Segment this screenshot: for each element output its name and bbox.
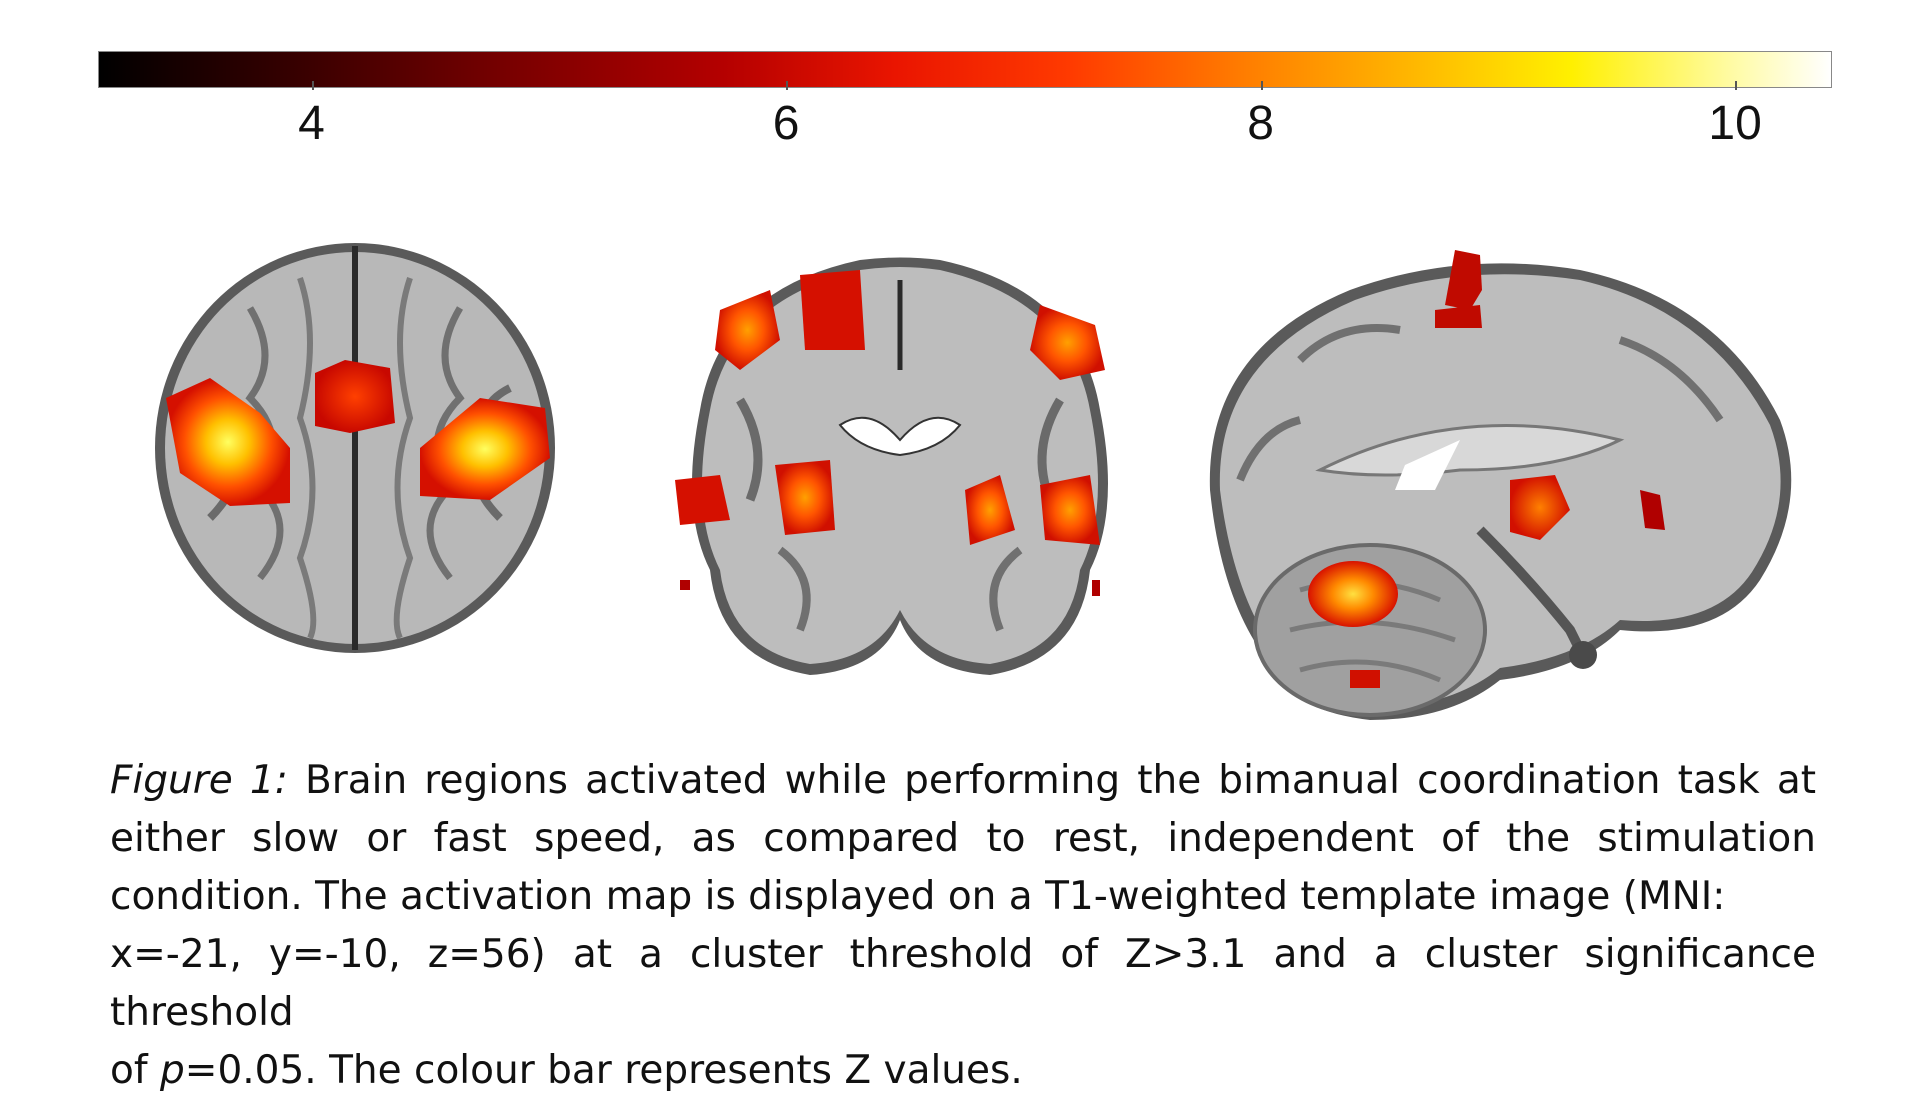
p-value-symbol: p xyxy=(160,1048,185,1093)
colorbar-tick-label: 6 xyxy=(772,97,800,150)
figure-label: Figure 1: xyxy=(110,758,288,803)
axial-brain-slice xyxy=(150,238,560,658)
colorbar-tick-label: 8 xyxy=(1247,97,1274,150)
colorbar-tick xyxy=(311,81,314,90)
caption-line-4: x=-21, y=-10, z=56) at a cluster thresho… xyxy=(110,932,1816,1035)
caption-paragraph-justified: Figure 1: Brain regions activated while … xyxy=(110,752,1816,868)
colorbar-tick-label: 10 xyxy=(1708,97,1762,150)
caption-line-5: of p=0.05. The colour bar represents Z v… xyxy=(110,1042,1816,1100)
caption-of-prefix: of xyxy=(110,1048,160,1093)
colorbar-tick xyxy=(786,81,789,90)
caption-line-3: condition. The activation map is display… xyxy=(110,874,1726,919)
colorbar-tick xyxy=(1735,81,1738,90)
colorbar-tick xyxy=(1260,81,1263,90)
caption-text-part5: =0.05. The colour bar represents Z value… xyxy=(184,1048,1023,1093)
colorbar-tick-label: 4 xyxy=(298,97,325,150)
z-value-colorbar xyxy=(98,51,1832,88)
coronal-brain-slice xyxy=(660,250,1140,680)
sagittal-brain-slice xyxy=(1200,250,1820,730)
figure-caption: Figure 1: Brain regions activated while … xyxy=(110,752,1816,1100)
caption-text-part1: Brain regions activated while performing… xyxy=(110,758,1817,861)
